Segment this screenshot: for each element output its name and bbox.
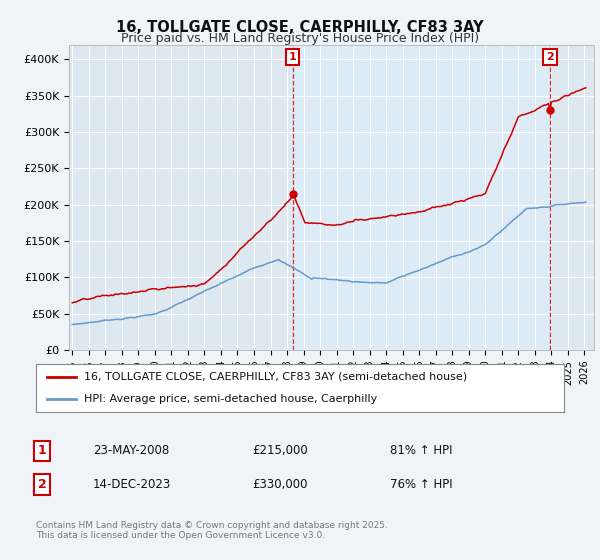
Text: 1: 1: [289, 52, 296, 62]
Bar: [293, 45, 550, 350]
Text: 14-DEC-2023: 14-DEC-2023: [93, 478, 171, 491]
Text: 81% ↑ HPI: 81% ↑ HPI: [390, 444, 452, 458]
Text: 16, TOLLGATE CLOSE, CAERPHILLY, CF83 3AY (semi-detached house): 16, TOLLGATE CLOSE, CAERPHILLY, CF83 3AY…: [83, 372, 467, 382]
Text: 16, TOLLGATE CLOSE, CAERPHILLY, CF83 3AY: 16, TOLLGATE CLOSE, CAERPHILLY, CF83 3AY: [116, 20, 484, 35]
Text: HPI: Average price, semi-detached house, Caerphilly: HPI: Average price, semi-detached house,…: [83, 394, 377, 404]
Text: 2: 2: [38, 478, 46, 491]
Text: 76% ↑ HPI: 76% ↑ HPI: [390, 478, 452, 491]
Text: £330,000: £330,000: [252, 478, 308, 491]
Text: Price paid vs. HM Land Registry's House Price Index (HPI): Price paid vs. HM Land Registry's House …: [121, 32, 479, 45]
Text: Contains HM Land Registry data © Crown copyright and database right 2025.
This d: Contains HM Land Registry data © Crown c…: [36, 521, 388, 540]
Text: 2: 2: [546, 52, 554, 62]
Text: 1: 1: [38, 444, 46, 458]
Text: £215,000: £215,000: [252, 444, 308, 458]
Text: 23-MAY-2008: 23-MAY-2008: [93, 444, 169, 458]
